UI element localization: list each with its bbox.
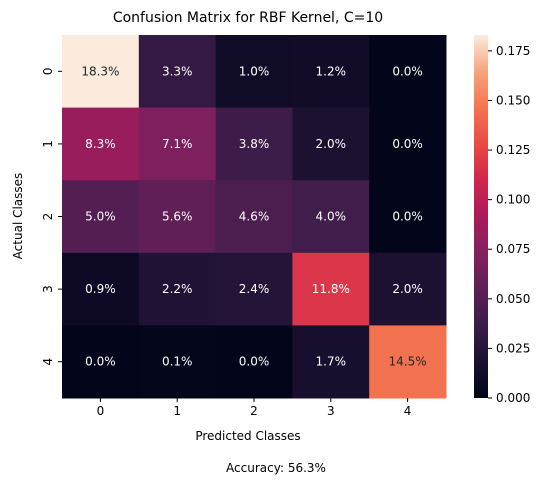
- colorbar-tick-label-2: 0.050: [496, 292, 530, 306]
- heatmap-cell-3-4: [369, 252, 447, 326]
- y-axis-ticks: 0 1 2 3 4: [41, 67, 62, 366]
- heatmap-cell-2-0: [62, 180, 140, 254]
- cell-label-4-0: 0.0%: [85, 355, 116, 369]
- y-axis-label: Actual Classes: [11, 173, 25, 260]
- cell-label-1-0: 8.3%: [85, 137, 116, 151]
- heatmap-cell-1-4: [369, 107, 447, 181]
- x-axis-label: Predicted Classes: [195, 429, 300, 443]
- cell-label-3-0: 0.9%: [85, 282, 116, 296]
- cell-label-2-1: 5.6%: [162, 210, 193, 224]
- heatmap-cell-3-3: [292, 252, 370, 326]
- colorbar-tick-label-0: 0.000: [496, 391, 530, 405]
- heatmap-cells: 18.3% 3.3% 1.0% 1.2% 0.0% 8.3% 7.1% 3.8% 2.0% 0.0…: [62, 35, 447, 399]
- heatmap-cell-1-1: [138, 107, 217, 181]
- heatmap-cell-2-2: [215, 180, 293, 254]
- x-tick-label-4: 4: [404, 404, 412, 418]
- colorbar-tick-label-4: 0.100: [496, 193, 530, 207]
- heatmap-cell-4-4: [369, 325, 447, 399]
- x-axis-ticks: 0 1 2 3 4: [97, 398, 412, 418]
- cell-label-0-0: 18.3%: [81, 64, 119, 78]
- cell-label-1-1: 7.1%: [162, 137, 193, 151]
- heatmap-cell-4-3: [292, 325, 370, 399]
- cell-label-0-4: 0.0%: [392, 64, 423, 78]
- heatmap-cell-1-0: [62, 107, 140, 181]
- y-tick-label-3: 3: [41, 285, 55, 293]
- heatmap-cell-0-3: [292, 35, 370, 109]
- cell-label-1-3: 2.0%: [316, 137, 347, 151]
- cell-label-4-1: 0.1%: [162, 355, 193, 369]
- colorbar-ticks: 0.000 0.025 0.050 0.075 0.100 0.125 0.150 0.175: [488, 44, 530, 405]
- heatmap-cell-0-4: [369, 35, 447, 109]
- cell-label-2-3: 4.0%: [316, 210, 347, 224]
- heatmap-cell-1-2: [215, 107, 293, 181]
- cell-label-4-3: 1.7%: [316, 355, 347, 369]
- heatmap-cell-1-3: [292, 107, 370, 181]
- colorbar: [474, 35, 488, 398]
- cell-label-3-2: 2.4%: [239, 282, 270, 296]
- cell-label-3-4: 2.0%: [392, 282, 423, 296]
- y-tick-label-1: 1: [41, 140, 55, 148]
- heatmap-cell-4-1: [138, 325, 217, 399]
- colorbar-tick-label-1: 0.025: [496, 341, 530, 355]
- cell-label-3-3: 11.8%: [312, 282, 350, 296]
- cell-label-2-4: 0.0%: [392, 210, 423, 224]
- cell-label-0-3: 1.2%: [316, 64, 347, 78]
- heatmap-cell-4-2: [215, 325, 293, 399]
- heatmap-cell-2-3: [292, 180, 370, 254]
- heatmap-cell-2-4: [369, 180, 447, 254]
- cell-label-4-2: 0.0%: [239, 355, 270, 369]
- x-tick-label-1: 1: [173, 404, 181, 418]
- cell-label-1-2: 3.8%: [239, 137, 270, 151]
- cell-label-3-1: 2.2%: [162, 282, 193, 296]
- y-tick-label-4: 4: [41, 358, 55, 366]
- x-tick-label-2: 2: [250, 404, 258, 418]
- heatmap-cell-0-0: [62, 35, 140, 109]
- chart-title: Confusion Matrix for RBF Kernel, C=10: [113, 10, 383, 26]
- x-tick-label-0: 0: [97, 404, 105, 418]
- cell-label-0-1: 3.3%: [162, 64, 193, 78]
- heatmap-cell-0-2: [215, 35, 293, 109]
- cell-label-2-0: 5.0%: [85, 210, 116, 224]
- cell-label-4-4: 14.5%: [389, 355, 427, 369]
- colorbar-tick-label-6: 0.150: [496, 93, 530, 107]
- colorbar-tick-label-3: 0.075: [496, 242, 530, 256]
- heatmap-cell-3-1: [138, 252, 217, 326]
- accuracy-footer: Accuracy: 56.3%: [226, 461, 326, 475]
- heatmap-cell-2-1: [138, 180, 217, 254]
- cell-label-2-2: 4.6%: [239, 210, 270, 224]
- heatmap-cell-3-2: [215, 252, 293, 326]
- colorbar-tick-label-7: 0.175: [496, 44, 530, 58]
- heatmap-cell-0-1: [138, 35, 217, 109]
- cell-label-1-4: 0.0%: [392, 137, 423, 151]
- colorbar-tick-label-5: 0.125: [496, 143, 530, 157]
- y-tick-label-2: 2: [41, 213, 55, 221]
- cell-label-0-2: 1.0%: [239, 64, 270, 78]
- y-tick-label-0: 0: [41, 67, 55, 75]
- heatmap-cell-4-0: [62, 325, 140, 399]
- heatmap-cell-3-0: [62, 252, 140, 326]
- x-tick-label-3: 3: [327, 404, 335, 418]
